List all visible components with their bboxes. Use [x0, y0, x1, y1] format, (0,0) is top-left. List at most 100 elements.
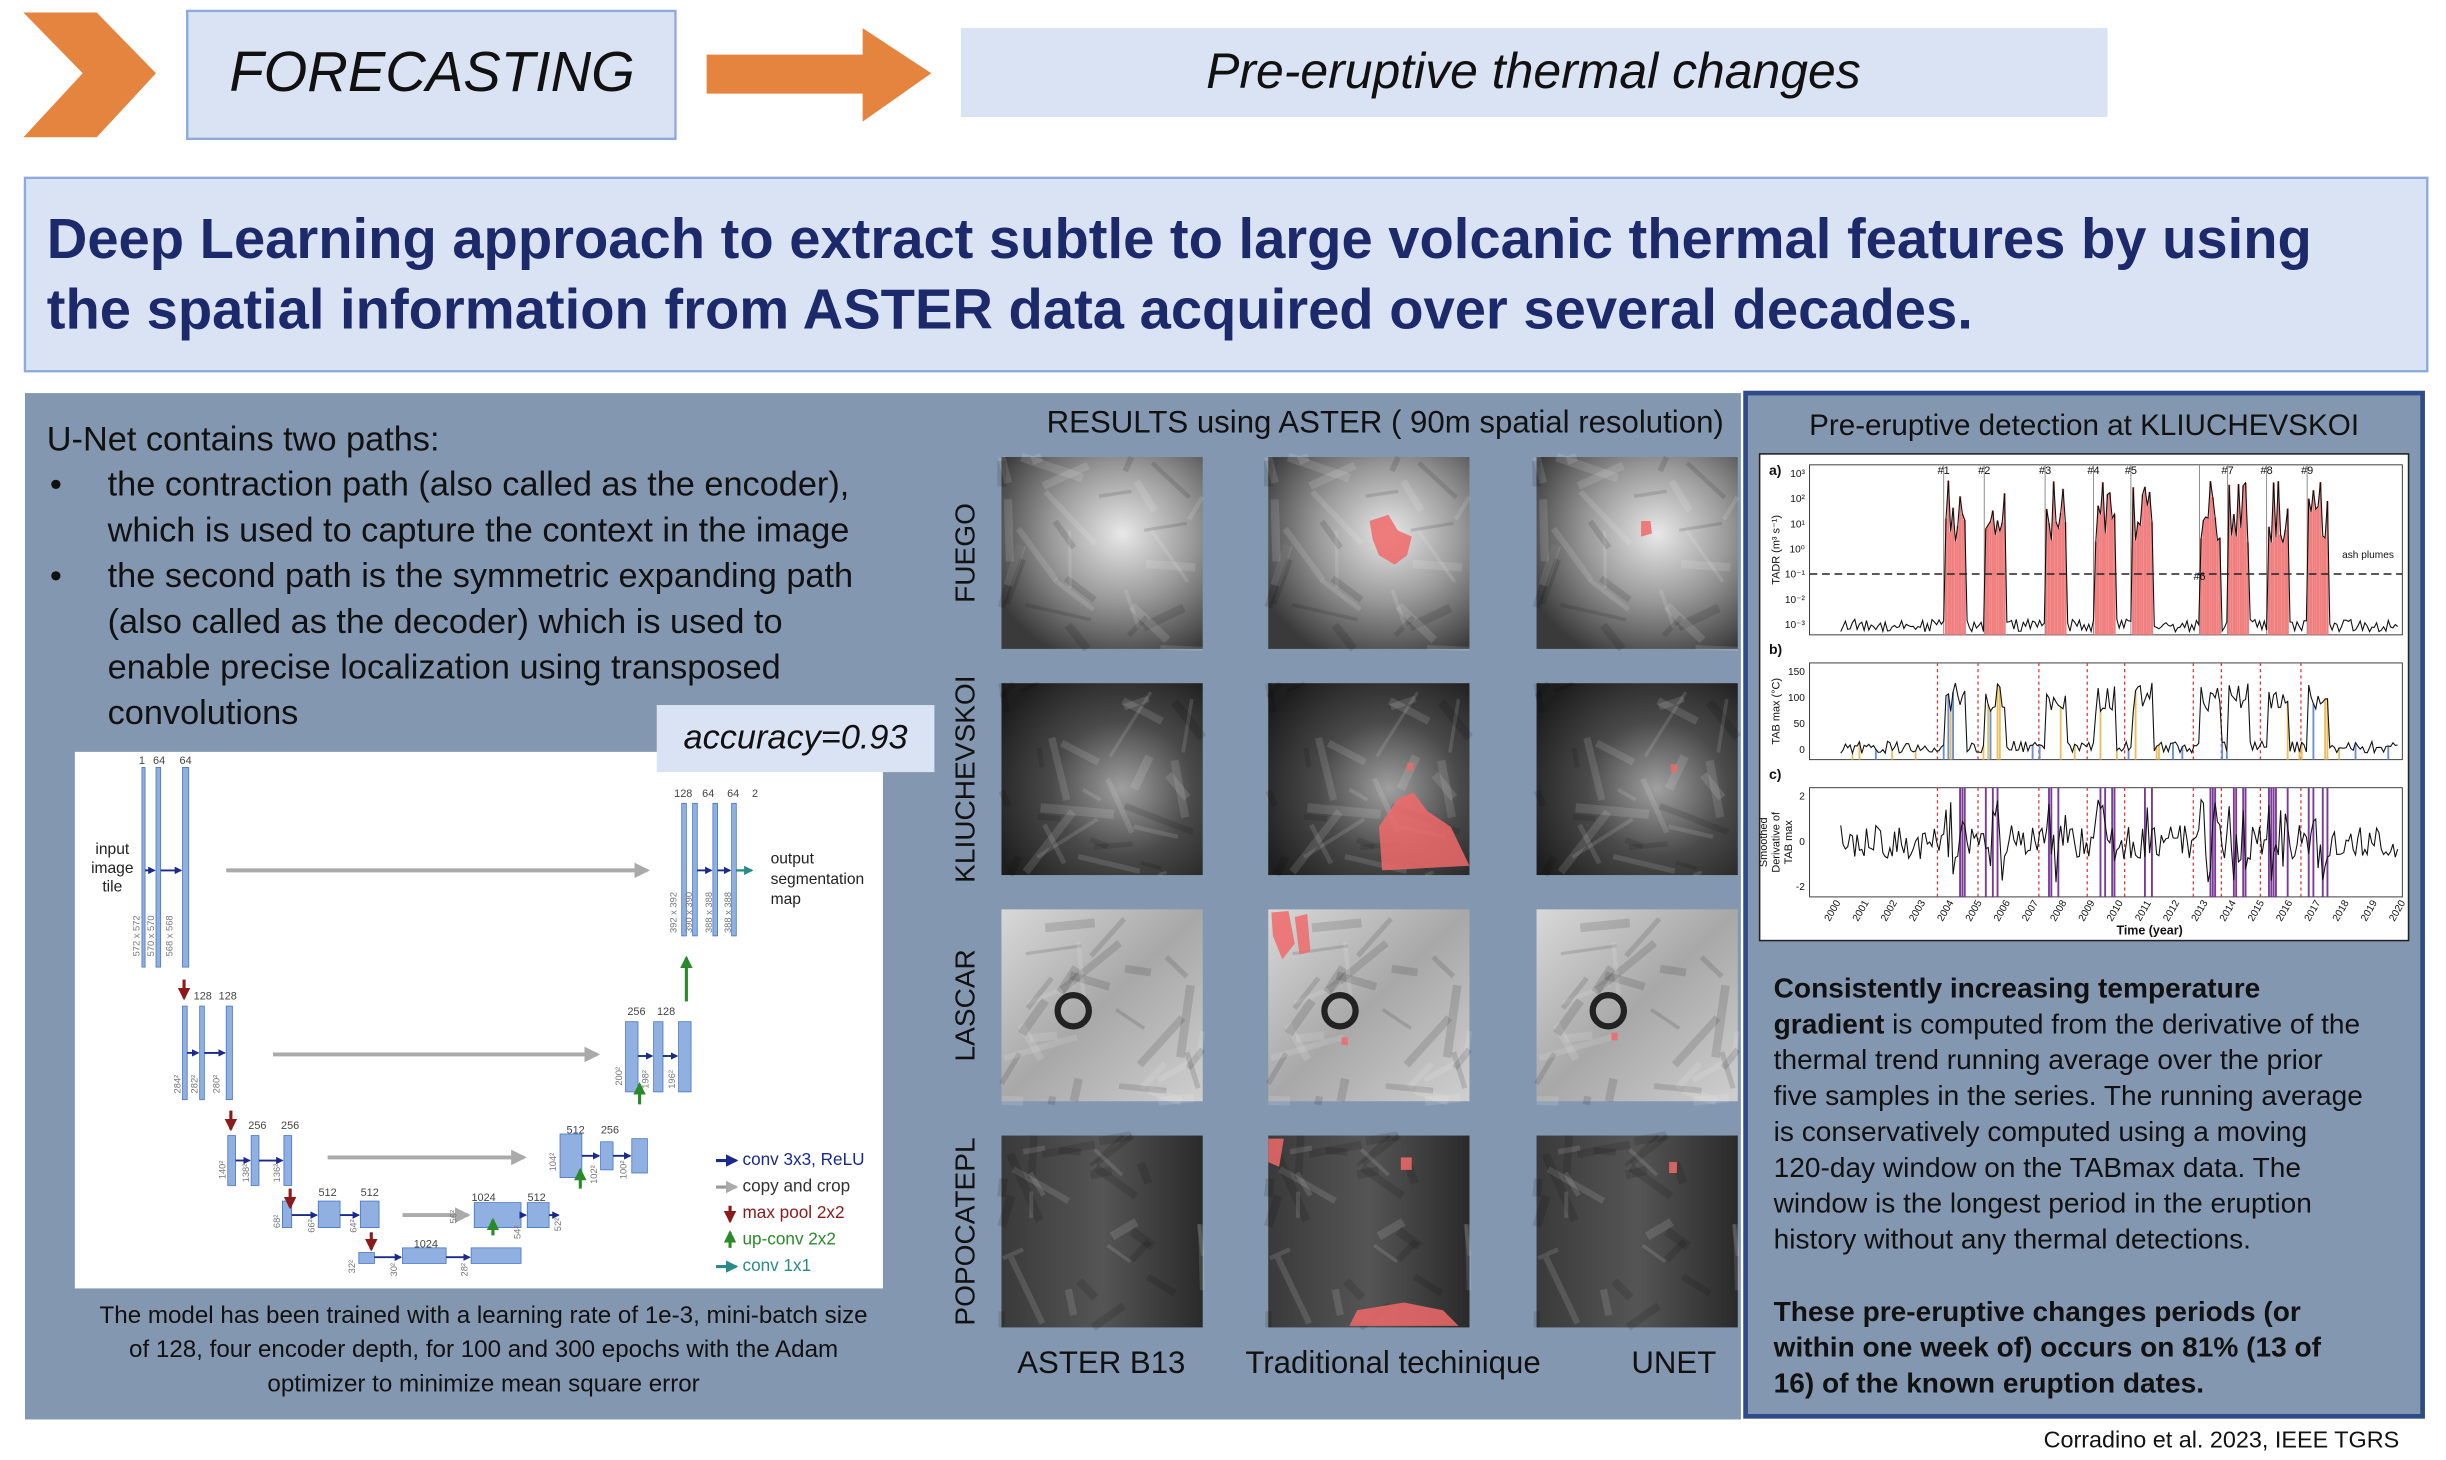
texture — [1011, 1166, 1071, 1204]
texture — [1611, 1278, 1634, 1301]
texture — [1393, 615, 1416, 638]
event-label: #4 — [2087, 465, 2099, 477]
layer-bar — [470, 1247, 522, 1264]
title-box — [23, 176, 2429, 373]
texture — [1582, 1095, 1592, 1106]
texture — [1015, 526, 1059, 582]
texture — [1036, 817, 1099, 859]
y-axis-label: TAB max (°C) — [1771, 678, 1783, 745]
texture — [1268, 1247, 1291, 1261]
texture — [1602, 530, 1607, 589]
texture — [1139, 1061, 1168, 1091]
output-label: map — [771, 891, 802, 908]
detection-overlay — [1669, 1162, 1677, 1173]
texture — [1416, 529, 1457, 583]
y-tick-label: 150 — [1788, 667, 1805, 678]
image-base — [1001, 683, 1203, 876]
texture — [1720, 1047, 1741, 1071]
texture — [1583, 736, 1606, 801]
conclusion-line: These pre-eruptive changes periods (or — [1774, 1296, 2301, 1327]
texture — [1150, 461, 1191, 500]
texture — [1532, 1178, 1543, 1198]
texture — [1658, 803, 1730, 836]
texture — [999, 1052, 1022, 1086]
detection-overlay — [1400, 1157, 1412, 1170]
texture — [1731, 1223, 1740, 1256]
texture — [1657, 455, 1670, 473]
crater — [1054, 992, 1092, 1030]
topic-box — [960, 28, 2108, 117]
texture — [1658, 589, 1676, 629]
layer-bar — [358, 1252, 375, 1264]
row-label: LASCAR — [950, 949, 981, 1061]
texture — [1133, 824, 1179, 840]
texture — [1270, 499, 1281, 562]
section-label: FORECASTING — [229, 40, 635, 103]
texture — [1451, 1051, 1468, 1090]
bullet-marker: • — [50, 557, 62, 595]
texture — [1326, 940, 1389, 994]
texture — [1108, 691, 1153, 758]
texture — [1018, 998, 1049, 1037]
unet-diagram — [74, 751, 883, 1289]
paragraph-line: is conservatively computed using a movin… — [1774, 1116, 2307, 1147]
texture — [1571, 747, 1580, 768]
texture — [1664, 602, 1706, 644]
intro: U-Net contains two paths: — [47, 420, 440, 458]
layer-bar — [227, 1135, 236, 1186]
size-label: 66² — [306, 1219, 316, 1233]
texture — [1058, 1146, 1081, 1156]
layer-bar — [250, 1135, 260, 1186]
image-base — [1536, 1135, 1738, 1328]
texture — [1264, 682, 1277, 713]
texture — [1089, 836, 1109, 850]
layer-bar — [155, 767, 162, 968]
texture — [1294, 1171, 1313, 1197]
texture — [997, 1194, 1016, 1228]
layer-bar — [317, 1200, 341, 1228]
texture — [1128, 1227, 1156, 1251]
texture — [1056, 965, 1081, 996]
bullet-line: convolutions — [108, 694, 299, 732]
texture — [1098, 489, 1132, 498]
texture — [1628, 841, 1668, 851]
texture — [1129, 754, 1154, 791]
texture — [1658, 695, 1685, 711]
texture — [1385, 1083, 1434, 1094]
texture — [1625, 1302, 1661, 1331]
texture — [1593, 1146, 1617, 1156]
texture — [1196, 1030, 1206, 1058]
image-base — [1536, 683, 1738, 876]
texture — [1595, 739, 1636, 766]
texture — [1286, 452, 1351, 483]
texture — [1282, 526, 1326, 582]
texture — [1427, 644, 1470, 652]
texture — [1699, 955, 1724, 979]
results-heading: RESULTS using ASTER ( 90m spatial resolu… — [1047, 405, 1724, 440]
texture — [1565, 453, 1579, 465]
image-base — [1001, 457, 1203, 649]
y-tick-label: 10⁰ — [1790, 545, 1805, 556]
texture — [1624, 1134, 1660, 1167]
texture — [1572, 813, 1596, 822]
texture — [1089, 1166, 1113, 1180]
texture — [1293, 982, 1343, 1005]
layer-bar — [199, 1005, 205, 1101]
texture — [1453, 496, 1472, 521]
texture — [1424, 1093, 1462, 1106]
texture — [1413, 1085, 1450, 1106]
texture — [1629, 1133, 1670, 1166]
y-tick-label: 10⁻¹ — [1785, 570, 1806, 581]
texture — [1716, 698, 1729, 753]
texture — [1431, 955, 1456, 979]
texture — [1069, 1077, 1083, 1103]
channel-label: 1024 — [471, 1192, 495, 1204]
texture — [1036, 747, 1045, 768]
event-label: #6 — [2193, 571, 2205, 583]
paragraph-line: Consistently increasing temperature — [1774, 973, 2261, 1004]
texture — [1019, 681, 1039, 693]
texture — [1068, 971, 1111, 991]
detection-overlay — [1641, 520, 1652, 537]
texture — [1270, 543, 1293, 587]
texture — [1291, 602, 1359, 622]
